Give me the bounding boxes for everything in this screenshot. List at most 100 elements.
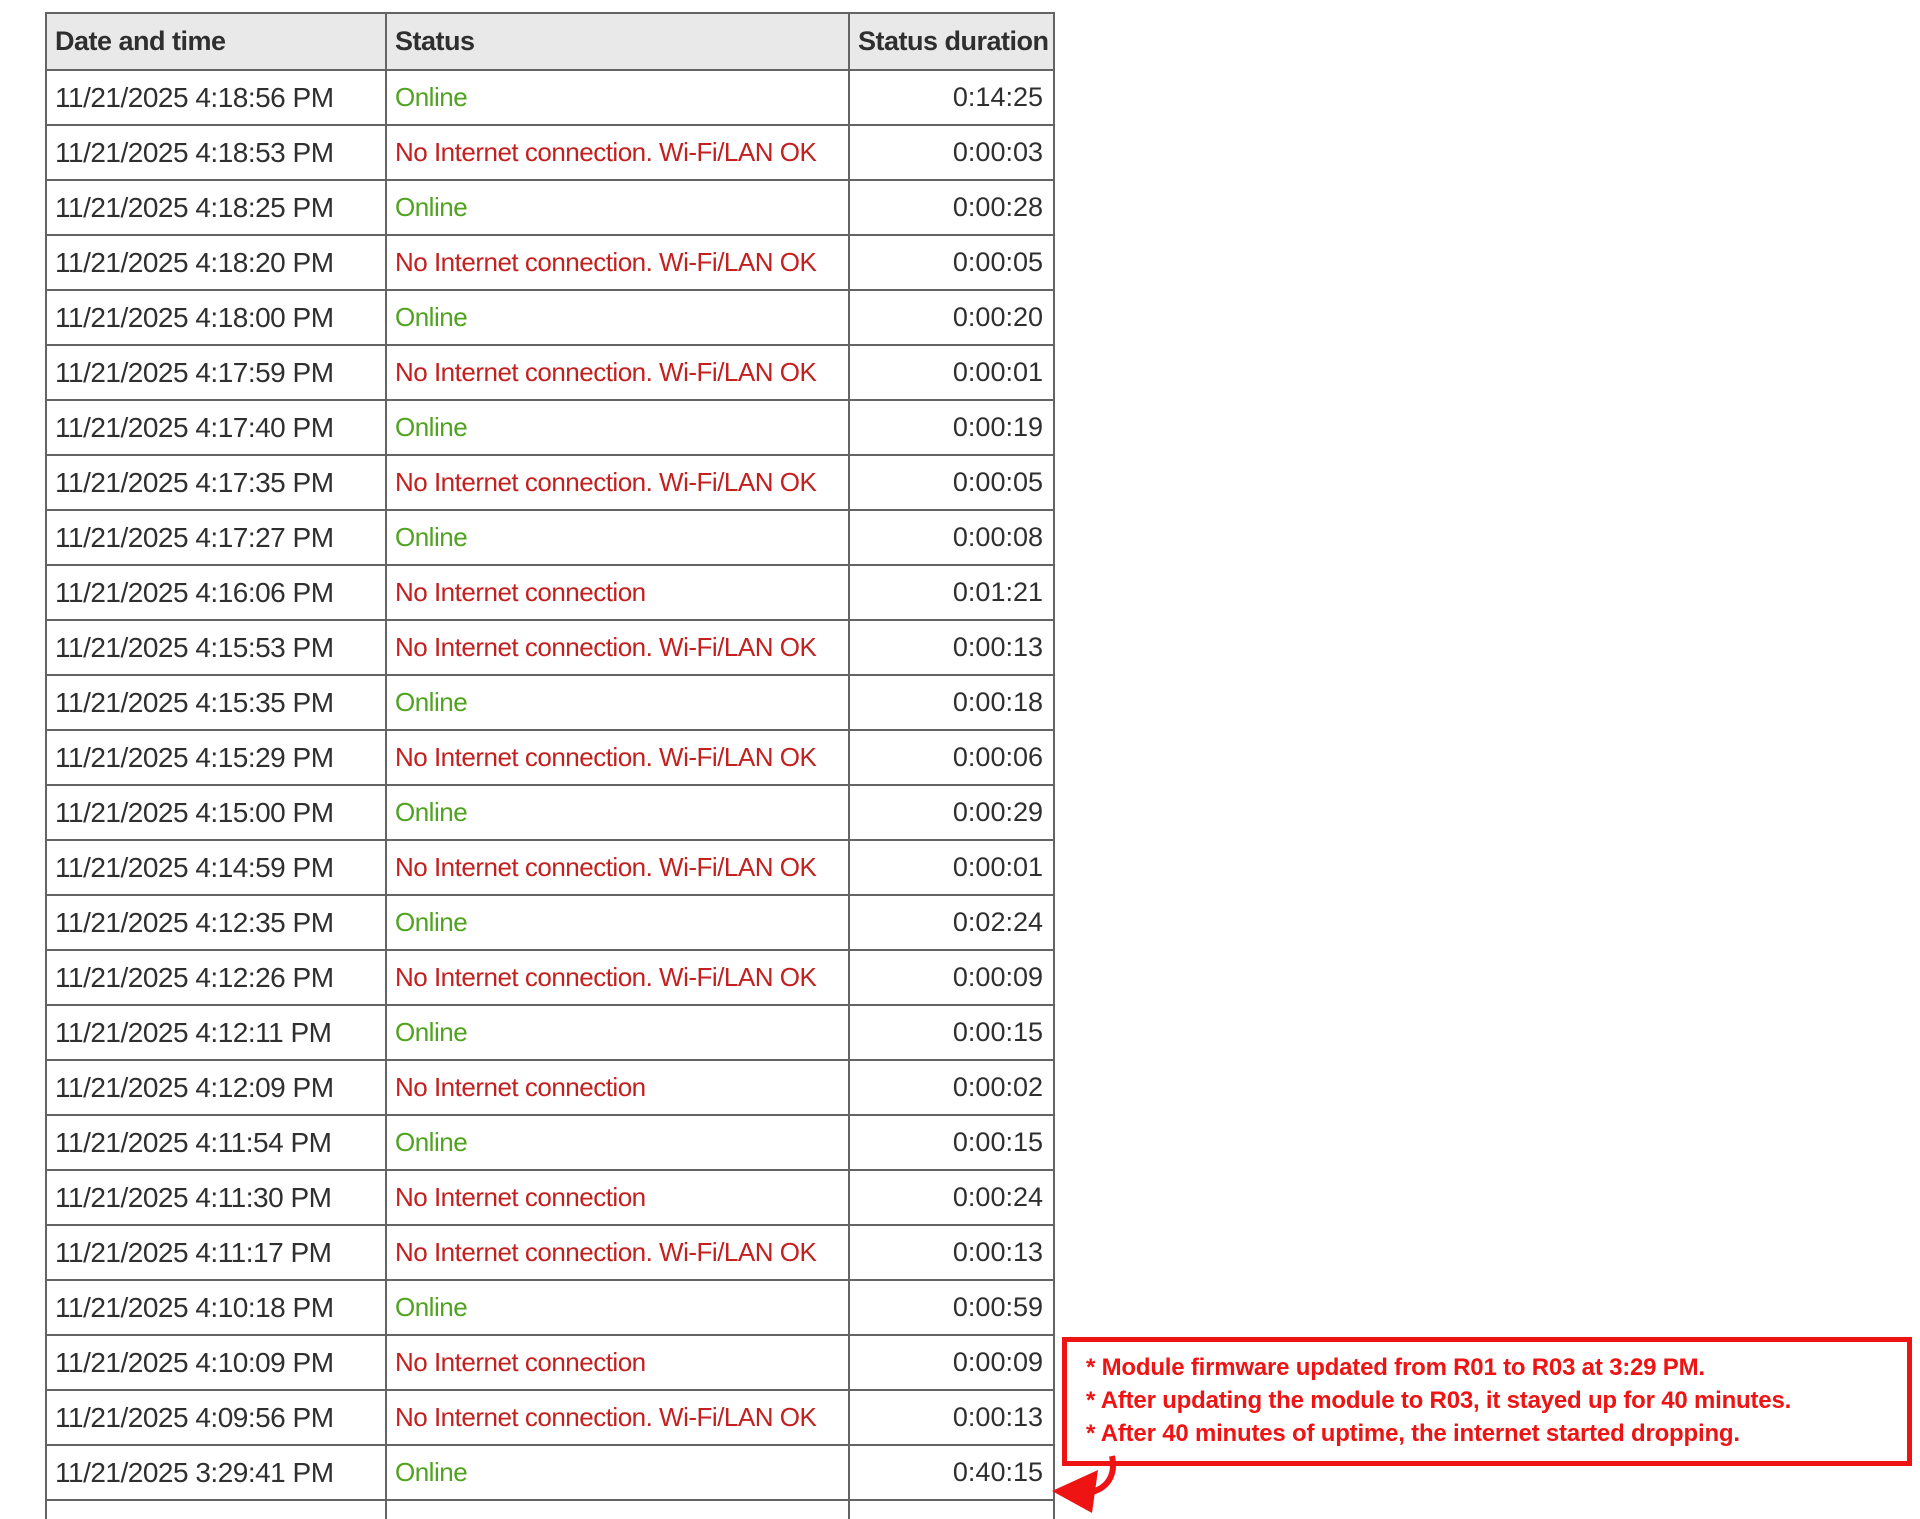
table-row: 11/21/2025 4:18:20 PM No Internet connect… bbox=[45, 234, 1055, 291]
cell-datetime: 11/21/2025 4:15:00 PM bbox=[45, 784, 387, 841]
table-row: 11/21/2025 4:09:56 PM No Internet connect… bbox=[45, 1389, 1055, 1446]
cell-datetime: 11/21/2025 4:10:09 PM bbox=[45, 1334, 387, 1391]
cell-status: No Internet connection bbox=[385, 1334, 850, 1391]
partial-clipped-row bbox=[45, 1499, 1055, 1519]
table-row: 11/21/2025 3:29:41 PM Online 0:40:15 bbox=[45, 1444, 1055, 1501]
cell-duration: 0:00:29 bbox=[848, 784, 1055, 841]
table-row: 11/21/2025 4:10:09 PM No Internet connect… bbox=[45, 1334, 1055, 1391]
table-row: 11/21/2025 4:17:40 PM Online 0:00:19 bbox=[45, 399, 1055, 456]
cell-datetime: 11/21/2025 4:18:56 PM bbox=[45, 69, 387, 126]
table-row: 11/21/2025 4:15:35 PM Online 0:00:18 bbox=[45, 674, 1055, 731]
cell-duration: 0:14:25 bbox=[848, 69, 1055, 126]
annotation-callout: * Module firmware updated from R01 to R0… bbox=[1062, 1337, 1912, 1466]
cell-status: No Internet connection. Wi-Fi/LAN OK bbox=[385, 1224, 850, 1281]
table-row: 11/21/2025 4:18:00 PM Online 0:00:20 bbox=[45, 289, 1055, 346]
table-row: 11/21/2025 4:17:59 PM No Internet connect… bbox=[45, 344, 1055, 401]
table-row: 11/21/2025 4:10:18 PM Online 0:00:59 bbox=[45, 1279, 1055, 1336]
cell-datetime: 11/21/2025 4:12:11 PM bbox=[45, 1004, 387, 1061]
cell-status: No Internet connection. Wi-Fi/LAN OK bbox=[385, 124, 850, 181]
cell-datetime: 11/21/2025 4:18:20 PM bbox=[45, 234, 387, 291]
cell-duration: 0:02:24 bbox=[848, 894, 1055, 951]
cell-datetime: 11/21/2025 4:11:54 PM bbox=[45, 1114, 387, 1171]
cell-duration: 0:00:59 bbox=[848, 1279, 1055, 1336]
table-row: 11/21/2025 4:18:56 PM Online 0:14:25 bbox=[45, 69, 1055, 126]
cell-duration: 0:00:18 bbox=[848, 674, 1055, 731]
header-date-and-time: Date and time bbox=[45, 12, 387, 71]
table-row: 11/21/2025 4:15:53 PM No Internet connect… bbox=[45, 619, 1055, 676]
cell-duration: 0:00:15 bbox=[848, 1114, 1055, 1171]
cell-duration: 0:00:03 bbox=[848, 124, 1055, 181]
table-row: 11/21/2025 4:11:30 PM No Internet connect… bbox=[45, 1169, 1055, 1226]
cell-status: Online bbox=[385, 1279, 850, 1336]
cell-status: Online bbox=[385, 289, 850, 346]
cell-status: No Internet connection. Wi-Fi/LAN OK bbox=[385, 729, 850, 786]
table-row: 11/21/2025 4:17:27 PM Online 0:00:08 bbox=[45, 509, 1055, 566]
cell-datetime: 11/21/2025 3:29:41 PM bbox=[45, 1444, 387, 1501]
cell-duration: 0:00:05 bbox=[848, 454, 1055, 511]
cell-duration: 0:00:01 bbox=[848, 344, 1055, 401]
cell-datetime: 11/21/2025 4:17:40 PM bbox=[45, 399, 387, 456]
header-status: Status bbox=[385, 12, 850, 71]
table-row: 11/21/2025 4:12:26 PM No Internet connect… bbox=[45, 949, 1055, 1006]
cell-datetime: 11/21/2025 4:09:56 PM bbox=[45, 1389, 387, 1446]
table-row: 11/21/2025 4:12:11 PM Online 0:00:15 bbox=[45, 1004, 1055, 1061]
cell-duration: 0:00:05 bbox=[848, 234, 1055, 291]
cell-duration: 0:00:08 bbox=[848, 509, 1055, 566]
cell-status: Online bbox=[385, 69, 850, 126]
cell-datetime: 11/21/2025 4:15:53 PM bbox=[45, 619, 387, 676]
cell-empty bbox=[385, 1499, 850, 1519]
cell-empty bbox=[848, 1499, 1055, 1519]
cell-datetime: 11/21/2025 4:18:25 PM bbox=[45, 179, 387, 236]
cell-duration: 0:00:09 bbox=[848, 949, 1055, 1006]
table-row: 11/21/2025 4:18:53 PM No Internet connect… bbox=[45, 124, 1055, 181]
cell-datetime: 11/21/2025 4:18:53 PM bbox=[45, 124, 387, 181]
cell-datetime: 11/21/2025 4:18:00 PM bbox=[45, 289, 387, 346]
cell-status: No Internet connection. Wi-Fi/LAN OK bbox=[385, 839, 850, 896]
cell-datetime: 11/21/2025 4:17:27 PM bbox=[45, 509, 387, 566]
cell-duration: 0:00:24 bbox=[848, 1169, 1055, 1226]
annotation-line-3: * After 40 minutes of uptime, the intern… bbox=[1086, 1420, 1740, 1447]
cell-duration: 0:00:13 bbox=[848, 1224, 1055, 1281]
cell-duration: 0:00:06 bbox=[848, 729, 1055, 786]
cell-datetime: 11/21/2025 4:15:35 PM bbox=[45, 674, 387, 731]
annotation-line-1: * Module firmware updated from R01 to R0… bbox=[1086, 1354, 1705, 1381]
cell-empty bbox=[45, 1499, 387, 1519]
cell-datetime: 11/21/2025 4:15:29 PM bbox=[45, 729, 387, 786]
cell-status: No Internet connection. Wi-Fi/LAN OK bbox=[385, 1389, 850, 1446]
cell-duration: 0:00:01 bbox=[848, 839, 1055, 896]
cell-duration: 0:00:09 bbox=[848, 1334, 1055, 1391]
cell-status: Online bbox=[385, 509, 850, 566]
header-status-duration: Status duration bbox=[848, 12, 1055, 71]
table-row: 11/21/2025 4:12:09 PM No Internet connect… bbox=[45, 1059, 1055, 1116]
cell-status: Online bbox=[385, 784, 850, 841]
table-row: 11/21/2025 4:11:54 PM Online 0:00:15 bbox=[45, 1114, 1055, 1171]
cell-datetime: 11/21/2025 4:14:59 PM bbox=[45, 839, 387, 896]
cell-status: Online bbox=[385, 1004, 850, 1061]
cell-datetime: 11/21/2025 4:12:09 PM bbox=[45, 1059, 387, 1116]
table-row: 11/21/2025 4:15:29 PM No Internet connect… bbox=[45, 729, 1055, 786]
cell-status: Online bbox=[385, 894, 850, 951]
status-log-table: Date and time Status Status duration 11/… bbox=[45, 12, 1055, 1519]
cell-duration: 0:00:13 bbox=[848, 619, 1055, 676]
cell-status: No Internet connection bbox=[385, 1059, 850, 1116]
cell-duration: 0:00:19 bbox=[848, 399, 1055, 456]
table-header-row: Date and time Status Status duration bbox=[45, 12, 1055, 71]
cell-duration: 0:01:21 bbox=[848, 564, 1055, 621]
table-row: 11/21/2025 4:12:35 PM Online 0:02:24 bbox=[45, 894, 1055, 951]
cell-status: No Internet connection bbox=[385, 564, 850, 621]
cell-status: No Internet connection. Wi-Fi/LAN OK bbox=[385, 234, 850, 291]
cell-status: Online bbox=[385, 674, 850, 731]
table-body: 11/21/2025 4:18:56 PM Online 0:14:25 11/21/… bbox=[45, 69, 1055, 1519]
cell-status: No Internet connection bbox=[385, 1169, 850, 1226]
cell-datetime: 11/21/2025 4:11:30 PM bbox=[45, 1169, 387, 1226]
cell-status: Online bbox=[385, 1444, 850, 1501]
table-row: 11/21/2025 4:17:35 PM No Internet connect… bbox=[45, 454, 1055, 511]
cell-datetime: 11/21/2025 4:16:06 PM bbox=[45, 564, 387, 621]
annotation-arrow-icon bbox=[1052, 1455, 1116, 1513]
cell-status: No Internet connection. Wi-Fi/LAN OK bbox=[385, 619, 850, 676]
table-row: 11/21/2025 4:16:06 PM No Internet connect… bbox=[45, 564, 1055, 621]
cell-duration: 0:00:13 bbox=[848, 1389, 1055, 1446]
cell-datetime: 11/21/2025 4:12:26 PM bbox=[45, 949, 387, 1006]
cell-status: No Internet connection. Wi-Fi/LAN OK bbox=[385, 344, 850, 401]
